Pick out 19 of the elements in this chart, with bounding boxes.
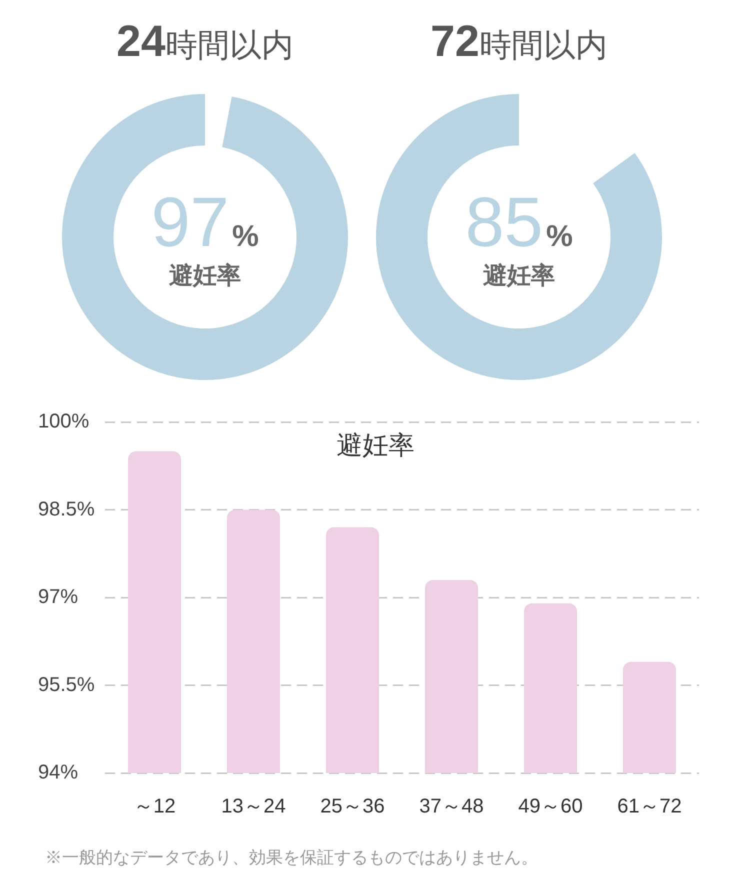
x-tick-label: ～12 [133, 796, 176, 818]
text: 避妊率 [483, 262, 555, 290]
text: 避妊率 [169, 262, 241, 290]
x-tick-label: 37～48 [419, 796, 484, 818]
y-tick-label: 98.5% [38, 498, 95, 520]
chart-title: 72時間以内 [430, 17, 608, 66]
chart-title: 避妊率 [336, 430, 414, 460]
y-tick-label: 94% [38, 762, 78, 784]
x-tick-label: 61～72 [617, 796, 682, 818]
y-tick-label: 97% [38, 586, 78, 608]
x-tick-label: 13～24 [221, 796, 286, 818]
x-tick-label: 25～36 [320, 796, 385, 818]
data-label: 85% [465, 183, 573, 261]
chart-title: 24時間以内 [116, 17, 294, 66]
x-tick-label: 49～60 [518, 796, 583, 818]
y-tick-label: 95.5% [38, 674, 95, 696]
text: ※一般的なデータであり、効果を保証するものではありません。 [45, 847, 538, 869]
y-tick-label: 100% [38, 410, 90, 433]
data-label: 97% [151, 183, 259, 261]
